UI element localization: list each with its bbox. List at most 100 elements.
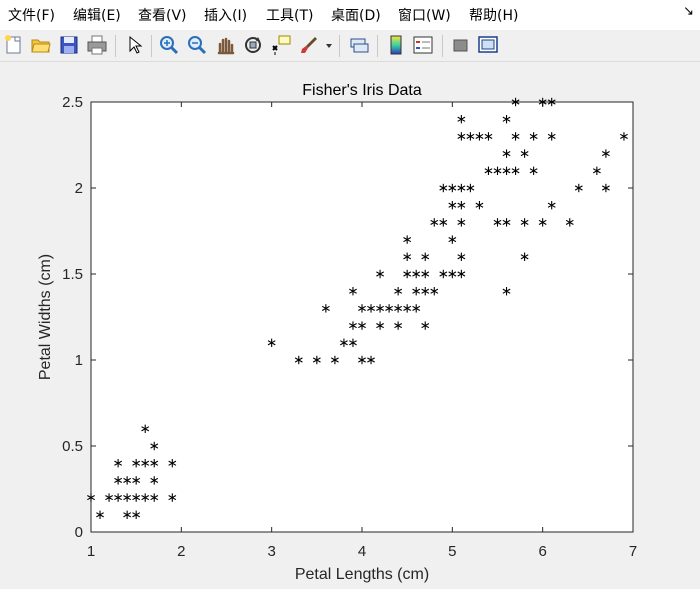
data-point — [502, 115, 511, 124]
data-point — [141, 493, 150, 502]
toolbar-separator — [377, 35, 378, 57]
menu-edit[interactable]: 编辑(E) — [73, 8, 121, 24]
data-point — [430, 287, 439, 296]
menu-file[interactable]: 文件(F) — [8, 8, 55, 24]
brush-dropdown-icon[interactable] — [324, 34, 334, 56]
data-point — [547, 97, 556, 107]
menu-insert[interactable]: 插入(I) — [204, 8, 248, 24]
data-point — [448, 201, 457, 210]
data-point — [132, 459, 141, 468]
brush-icon[interactable] — [298, 34, 320, 56]
data-point — [367, 304, 375, 313]
data-point — [358, 304, 366, 313]
rotate-3d-icon[interactable] — [242, 34, 264, 56]
data-point — [421, 252, 430, 261]
data-point — [520, 252, 529, 261]
data-point — [466, 132, 475, 141]
data-point — [294, 355, 303, 365]
data-point — [330, 355, 339, 365]
show-plot-tools-icon[interactable] — [477, 34, 499, 56]
data-point — [150, 493, 159, 502]
data-point — [484, 166, 493, 175]
x-tick-label: 4 — [358, 543, 366, 560]
data-point — [457, 269, 466, 279]
data-point — [547, 132, 556, 141]
data-point — [565, 218, 574, 227]
menu-help[interactable]: 帮助(H) — [469, 8, 519, 24]
data-point — [87, 493, 95, 502]
data-point — [457, 115, 466, 124]
pan-hand-icon[interactable] — [214, 34, 236, 56]
data-point — [312, 355, 321, 365]
plot-area[interactable] — [90, 101, 634, 533]
data-point — [367, 355, 375, 365]
figure-canvas: Fisher's Iris Data Petal Lengths (cm) Pe… — [37, 82, 637, 583]
data-point — [493, 166, 502, 175]
print-icon[interactable] — [86, 34, 108, 56]
data-point — [412, 287, 421, 296]
data-point — [601, 183, 610, 193]
new-figure-icon[interactable] — [3, 34, 25, 56]
data-point — [448, 269, 457, 279]
data-point — [448, 183, 457, 193]
y-tick-label: 2.5 — [62, 94, 83, 111]
toolbar-separator — [442, 35, 443, 57]
menu-tools[interactable]: 工具(T) — [266, 8, 314, 24]
zoom-in-icon[interactable] — [158, 34, 180, 56]
data-point — [394, 304, 403, 313]
data-point — [340, 338, 348, 347]
pointer-icon[interactable] — [124, 34, 146, 56]
data-point — [412, 304, 421, 313]
data-point — [114, 459, 123, 468]
data-cursor-icon[interactable] — [270, 34, 292, 56]
data-point — [358, 355, 366, 365]
data-point — [96, 510, 104, 519]
y-tick-label: 0.5 — [62, 438, 83, 455]
data-point — [403, 252, 412, 261]
data-point — [457, 201, 466, 210]
data-point — [123, 510, 132, 519]
toolbar-separator — [151, 35, 152, 57]
data-point — [502, 166, 511, 175]
menu-view[interactable]: 查看(V) — [138, 8, 187, 24]
data-point — [168, 459, 177, 468]
menu-desktop[interactable]: 桌面(D) — [331, 8, 381, 24]
scatter-series — [87, 97, 628, 519]
data-point — [168, 493, 177, 502]
data-point — [141, 424, 150, 433]
colorbar-icon[interactable] — [385, 34, 407, 56]
x-tick-label: 7 — [629, 543, 637, 560]
save-icon[interactable] — [58, 34, 80, 56]
data-point — [403, 269, 412, 279]
menu-window[interactable]: 窗口(W) — [398, 8, 451, 24]
link-plot-icon[interactable] — [348, 34, 370, 56]
data-point — [457, 183, 466, 193]
data-point — [511, 97, 520, 107]
data-point — [150, 476, 159, 485]
data-point — [123, 476, 132, 485]
hide-plot-tools-icon[interactable] — [450, 34, 472, 56]
data-point — [457, 252, 466, 261]
data-point — [529, 132, 538, 141]
data-point — [376, 304, 384, 313]
data-point — [132, 510, 141, 519]
x-axis-label: Petal Lengths (cm) — [295, 566, 429, 583]
data-point — [538, 97, 547, 107]
data-point — [475, 201, 484, 210]
y-axis: 0 0.5 1 1.5 2 2.5 — [62, 94, 633, 541]
data-point — [421, 269, 430, 279]
legend-icon[interactable] — [412, 34, 434, 56]
y-tick-label: 0 — [75, 524, 83, 541]
data-point — [421, 321, 430, 330]
data-point — [394, 321, 403, 330]
data-point — [421, 287, 430, 296]
zoom-out-icon[interactable] — [186, 34, 208, 56]
data-point — [511, 166, 520, 175]
data-point — [484, 132, 493, 141]
open-file-icon[interactable] — [30, 34, 52, 56]
data-point — [141, 459, 150, 468]
undock-arrow-icon[interactable]: ↘ — [683, 4, 694, 19]
y-tick-label: 1.5 — [62, 266, 83, 283]
toolbar-separator — [339, 35, 340, 57]
data-point — [466, 183, 475, 193]
